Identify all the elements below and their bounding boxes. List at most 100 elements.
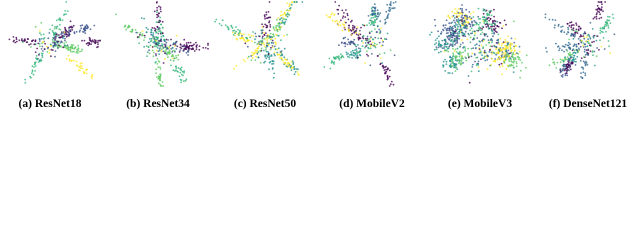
point	[603, 27, 605, 30]
point	[91, 77, 93, 80]
point	[268, 56, 270, 59]
point	[430, 31, 433, 34]
point	[488, 23, 491, 26]
point	[456, 16, 458, 18]
point	[461, 9, 463, 12]
point	[447, 47, 450, 50]
point	[39, 59, 41, 62]
point	[568, 65, 570, 67]
point	[580, 35, 583, 38]
point	[559, 58, 562, 61]
point	[475, 56, 477, 59]
point	[198, 48, 201, 51]
point	[156, 47, 159, 49]
point	[461, 31, 463, 34]
point	[486, 55, 489, 57]
point	[462, 62, 464, 64]
point	[585, 36, 588, 38]
point	[343, 42, 346, 45]
point	[53, 36, 56, 39]
point	[495, 46, 498, 48]
point	[429, 33, 431, 36]
point	[445, 49, 448, 52]
point	[338, 55, 340, 57]
point	[286, 2, 289, 5]
point	[482, 57, 484, 60]
point	[370, 17, 373, 19]
point	[480, 58, 482, 61]
point	[553, 26, 556, 29]
point	[242, 36, 245, 39]
point	[393, 7, 396, 9]
point	[157, 32, 160, 35]
point	[483, 16, 486, 18]
point	[175, 56, 178, 59]
point	[268, 1, 271, 3]
point	[230, 24, 233, 27]
point	[571, 33, 574, 36]
point	[34, 61, 37, 63]
point	[588, 44, 591, 47]
point	[378, 41, 381, 44]
point	[595, 35, 598, 37]
point	[551, 18, 554, 21]
point	[488, 19, 491, 22]
caption: (d) MobileV2	[339, 98, 405, 110]
point	[567, 41, 570, 44]
point	[174, 50, 176, 53]
point	[251, 40, 253, 42]
point	[518, 45, 521, 48]
point	[77, 44, 80, 47]
point	[277, 23, 280, 25]
point	[346, 14, 349, 17]
point	[31, 40, 33, 42]
point	[76, 65, 79, 67]
point	[270, 38, 273, 40]
point	[595, 39, 598, 42]
point	[482, 20, 485, 23]
point	[91, 39, 94, 42]
point	[449, 56, 451, 59]
point	[50, 55, 52, 58]
point	[605, 24, 608, 27]
point	[369, 37, 372, 40]
point	[366, 44, 368, 46]
point	[506, 40, 509, 43]
point	[94, 42, 97, 45]
point	[347, 52, 349, 55]
point	[507, 49, 510, 52]
point	[363, 24, 366, 27]
point	[474, 21, 477, 24]
point	[60, 31, 63, 33]
point	[152, 32, 155, 34]
point	[276, 34, 279, 37]
point	[459, 28, 461, 31]
point	[265, 50, 268, 53]
point	[446, 27, 449, 30]
point	[356, 56, 359, 59]
point	[496, 24, 498, 27]
point	[481, 16, 484, 18]
point	[89, 39, 92, 42]
point	[79, 67, 82, 69]
point	[486, 68, 489, 70]
point	[155, 31, 158, 34]
point	[138, 35, 141, 38]
point	[269, 55, 271, 57]
point	[182, 45, 185, 47]
point	[79, 24, 82, 27]
point	[487, 39, 490, 41]
point	[165, 52, 168, 55]
point	[465, 27, 468, 30]
point	[81, 24, 84, 27]
point	[163, 38, 165, 41]
point	[267, 43, 270, 46]
point	[461, 4, 463, 6]
point	[364, 42, 367, 44]
point	[131, 30, 134, 33]
point	[381, 62, 384, 64]
point	[328, 57, 331, 60]
point	[471, 21, 473, 24]
point	[486, 14, 489, 17]
point	[159, 73, 162, 76]
